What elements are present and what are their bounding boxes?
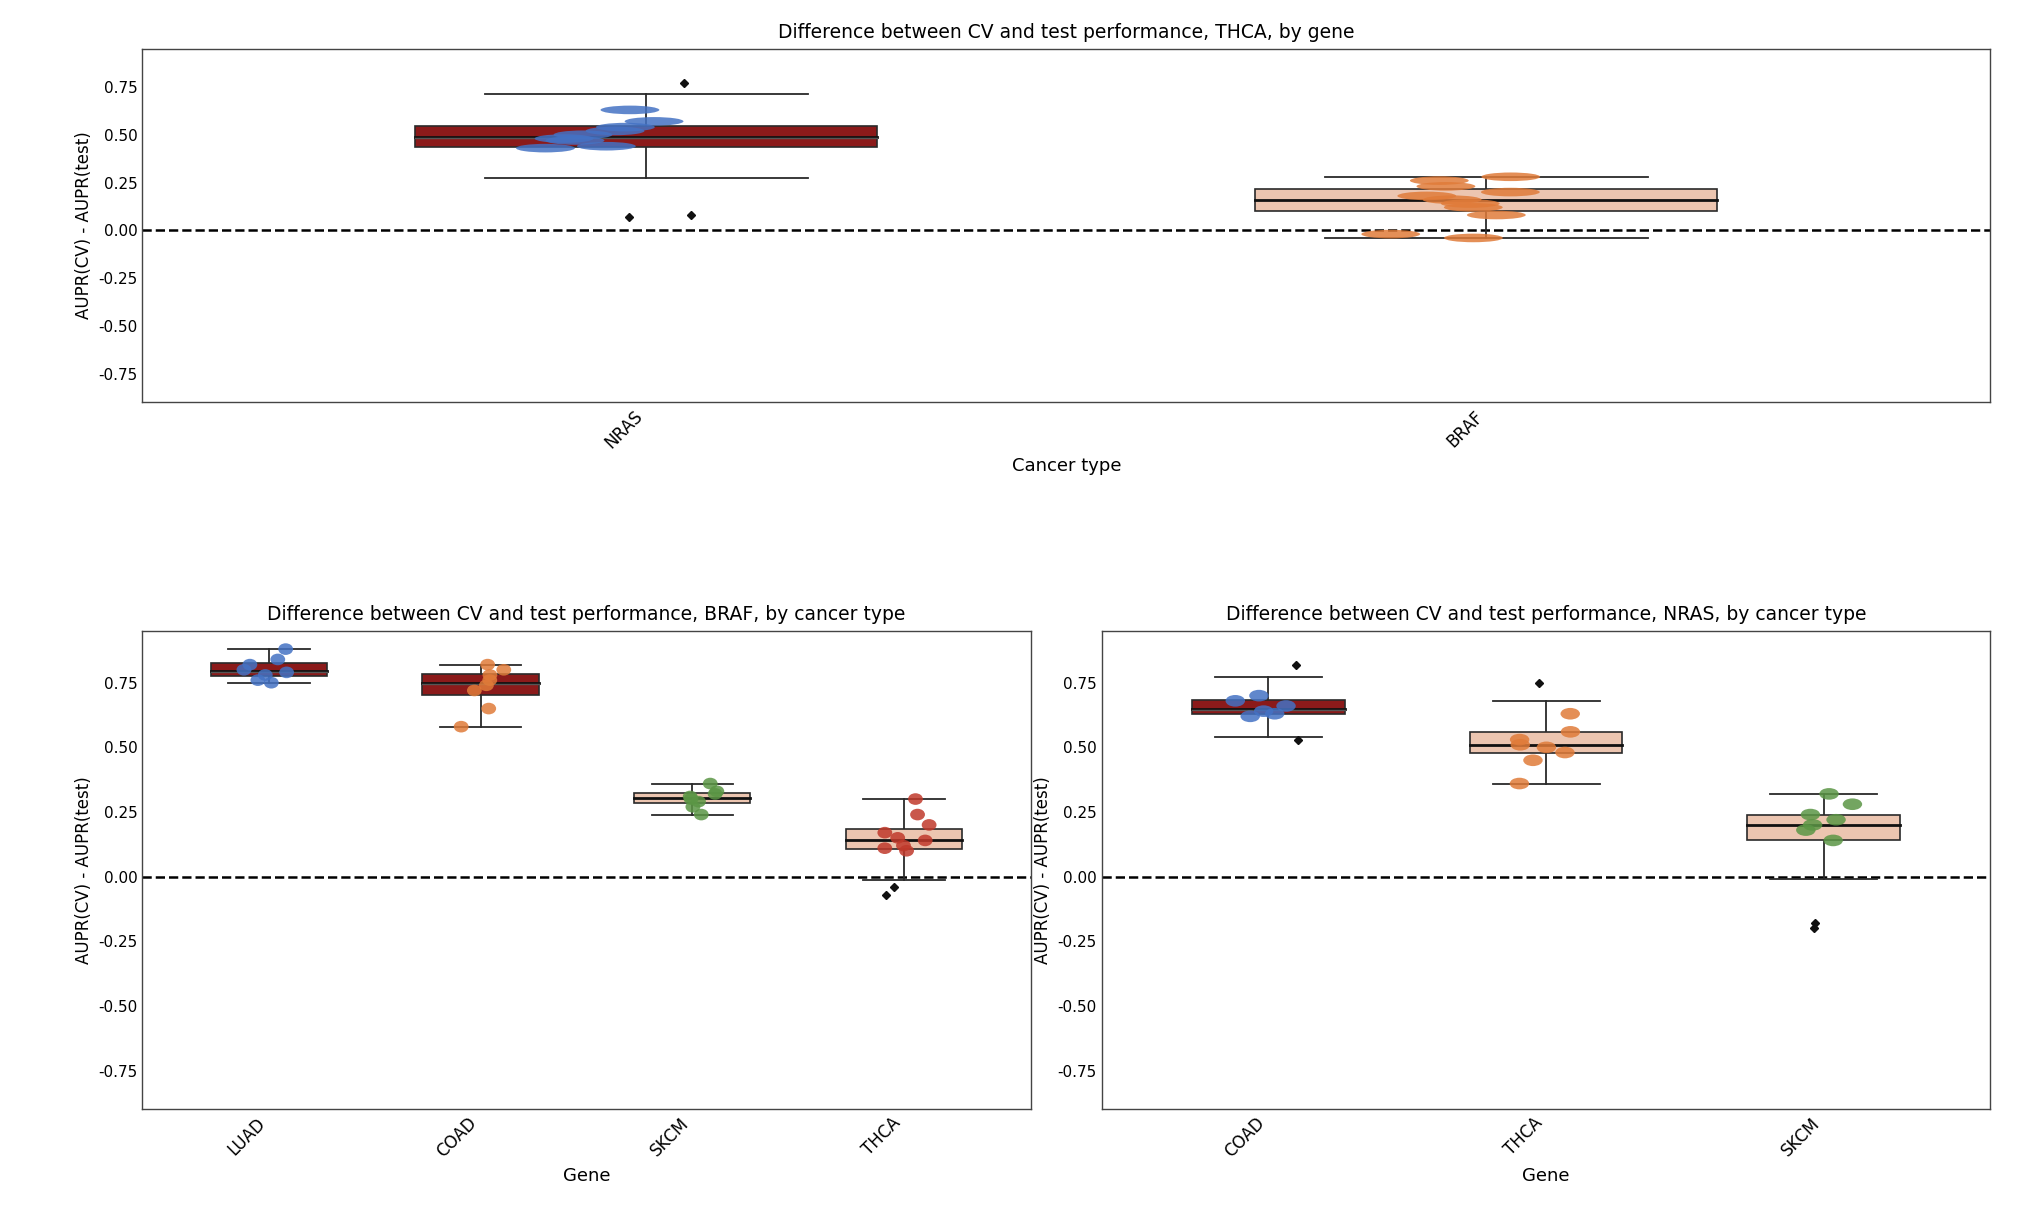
Ellipse shape [1443, 234, 1502, 243]
Ellipse shape [1415, 182, 1474, 190]
Ellipse shape [1825, 814, 1845, 825]
Ellipse shape [1537, 741, 1555, 753]
Ellipse shape [1795, 824, 1815, 836]
Ellipse shape [1275, 700, 1295, 712]
Ellipse shape [1522, 755, 1543, 766]
Ellipse shape [481, 702, 495, 714]
Ellipse shape [453, 720, 469, 733]
Ellipse shape [1508, 778, 1529, 790]
Bar [211, 663, 327, 677]
Ellipse shape [1439, 199, 1498, 207]
Ellipse shape [1480, 172, 1539, 182]
Ellipse shape [278, 644, 292, 655]
Bar [1192, 700, 1344, 714]
Ellipse shape [1397, 191, 1456, 200]
Ellipse shape [1555, 747, 1573, 758]
Title: Difference between CV and test performance, NRAS, by cancer type: Difference between CV and test performan… [1226, 605, 1866, 624]
Bar [844, 829, 962, 850]
Ellipse shape [546, 137, 605, 145]
Ellipse shape [585, 127, 644, 135]
Ellipse shape [682, 791, 696, 802]
Ellipse shape [895, 840, 909, 851]
Ellipse shape [625, 117, 684, 126]
Ellipse shape [686, 801, 700, 813]
Ellipse shape [1801, 808, 1819, 820]
Ellipse shape [577, 141, 635, 150]
Ellipse shape [706, 787, 723, 800]
Ellipse shape [877, 842, 891, 855]
Ellipse shape [1841, 798, 1862, 811]
Ellipse shape [1510, 739, 1529, 751]
Bar [1255, 189, 1717, 211]
Ellipse shape [877, 826, 891, 839]
Ellipse shape [554, 130, 613, 139]
Ellipse shape [278, 667, 294, 678]
Ellipse shape [1466, 211, 1525, 219]
X-axis label: Gene: Gene [1522, 1167, 1569, 1185]
Ellipse shape [1360, 230, 1419, 239]
Ellipse shape [235, 664, 252, 675]
Bar [422, 674, 538, 695]
Ellipse shape [922, 819, 936, 830]
Ellipse shape [1480, 188, 1539, 196]
Y-axis label: AUPR(CV) - AUPR(test): AUPR(CV) - AUPR(test) [75, 777, 93, 964]
Ellipse shape [684, 794, 698, 805]
Y-axis label: AUPR(CV) - AUPR(test): AUPR(CV) - AUPR(test) [75, 132, 93, 319]
Ellipse shape [483, 669, 497, 680]
Ellipse shape [467, 685, 481, 696]
Ellipse shape [690, 796, 706, 807]
Title: Difference between CV and test performance, BRAF, by cancer type: Difference between CV and test performan… [268, 605, 905, 624]
Ellipse shape [1803, 819, 1821, 830]
X-axis label: Cancer type: Cancer type [1011, 457, 1121, 475]
Ellipse shape [534, 134, 593, 143]
Ellipse shape [1240, 711, 1259, 722]
Ellipse shape [1443, 204, 1502, 212]
Ellipse shape [479, 658, 495, 670]
Ellipse shape [264, 677, 278, 689]
Ellipse shape [479, 679, 493, 691]
Ellipse shape [250, 674, 266, 686]
Ellipse shape [1224, 695, 1244, 707]
Ellipse shape [595, 123, 654, 132]
Ellipse shape [258, 669, 272, 680]
Ellipse shape [907, 794, 922, 805]
Ellipse shape [1823, 835, 1841, 846]
Ellipse shape [1819, 787, 1837, 800]
Ellipse shape [702, 778, 717, 790]
Ellipse shape [1265, 708, 1283, 719]
Ellipse shape [483, 674, 497, 686]
Ellipse shape [270, 653, 284, 666]
Ellipse shape [918, 835, 932, 846]
Ellipse shape [1253, 706, 1273, 717]
Bar [633, 794, 749, 803]
Title: Difference between CV and test performance, THCA, by gene: Difference between CV and test performan… [777, 23, 1354, 41]
Bar [1746, 814, 1900, 840]
X-axis label: Gene: Gene [562, 1167, 609, 1185]
Ellipse shape [1248, 690, 1269, 701]
Ellipse shape [242, 658, 258, 670]
Ellipse shape [1559, 727, 1579, 737]
Ellipse shape [1409, 177, 1468, 185]
Ellipse shape [899, 845, 914, 857]
Ellipse shape [889, 833, 905, 844]
Ellipse shape [1559, 708, 1579, 719]
Y-axis label: AUPR(CV) - AUPR(test): AUPR(CV) - AUPR(test) [1033, 777, 1052, 964]
Ellipse shape [909, 808, 924, 820]
Ellipse shape [516, 144, 574, 152]
Ellipse shape [1508, 734, 1529, 745]
Ellipse shape [495, 664, 512, 675]
Bar [1470, 731, 1622, 752]
Ellipse shape [694, 808, 708, 820]
Ellipse shape [601, 106, 660, 115]
Ellipse shape [708, 785, 725, 797]
Bar [414, 126, 877, 146]
Ellipse shape [1421, 195, 1480, 204]
